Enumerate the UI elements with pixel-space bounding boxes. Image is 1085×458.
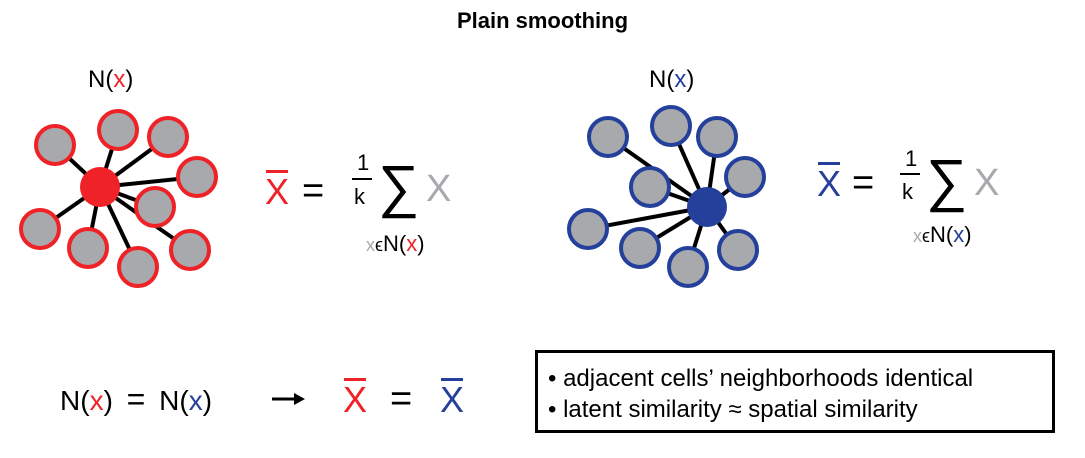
summary-line: • latent similarity ≈ spatial similarity [548, 396, 918, 423]
summary-box: • adjacent cells’ neighborhoods identica… [535, 350, 1055, 433]
fraction-numerator: 1 [357, 150, 370, 175]
summand-x: X [426, 168, 452, 210]
fraction-numerator: 1 [905, 146, 918, 171]
equals-sign: = [852, 162, 875, 204]
right-neighborhood-label: N(x) [649, 66, 695, 93]
left-graph [19, 109, 218, 288]
neighbor-node [97, 109, 139, 151]
neighbor-node [717, 229, 759, 271]
neighbor-node [147, 116, 189, 158]
diagram-title: Plain smoothing [456, 8, 629, 33]
neighbor-node [619, 227, 661, 269]
neighbor-node [34, 124, 76, 166]
summation-subscript: xϵN(x) [913, 222, 972, 247]
summary-line: • adjacent cells’ neighborhoods identica… [548, 365, 974, 392]
neighbor-node [629, 166, 671, 208]
bottom-neighborhood-equation: N(x) = N(x) [60, 381, 213, 417]
left-neighborhood-label: N(x) [88, 66, 134, 93]
neighbor-node [117, 246, 159, 288]
fraction-denominator: k [902, 179, 913, 204]
fraction-bar [352, 178, 372, 180]
neighbor-node [169, 229, 211, 271]
summation-subscript: xϵN(x) [366, 231, 425, 256]
neighbor-node [67, 227, 109, 269]
bottom-equals-sign: = [390, 378, 413, 420]
sigma-symbol: ∑ [926, 148, 968, 213]
neighbor-node [19, 208, 61, 250]
summand-x: X [974, 162, 1000, 204]
bottom-xbar-blue: X [440, 378, 465, 420]
right-graph [567, 105, 766, 288]
center-node-blue [687, 187, 727, 227]
center-node-red [80, 167, 120, 207]
neighbor-node [650, 105, 692, 147]
bottom-xbar-red: X [343, 378, 368, 420]
equals-sign: = [302, 170, 325, 212]
fraction-bar [900, 173, 920, 175]
neighbor-node [696, 116, 738, 158]
neighbor-node [134, 186, 176, 228]
fraction-denominator: k [354, 184, 365, 209]
neighbor-node [587, 116, 629, 158]
sigma-symbol: ∑ [378, 154, 420, 219]
xbar-red: X [265, 170, 290, 212]
neighbor-node [567, 208, 609, 250]
neighbor-node [176, 156, 218, 198]
neighbor-node [667, 246, 709, 288]
xbar-blue: X [817, 162, 842, 204]
arrow-icon [272, 393, 305, 405]
neighbor-node [724, 156, 766, 198]
